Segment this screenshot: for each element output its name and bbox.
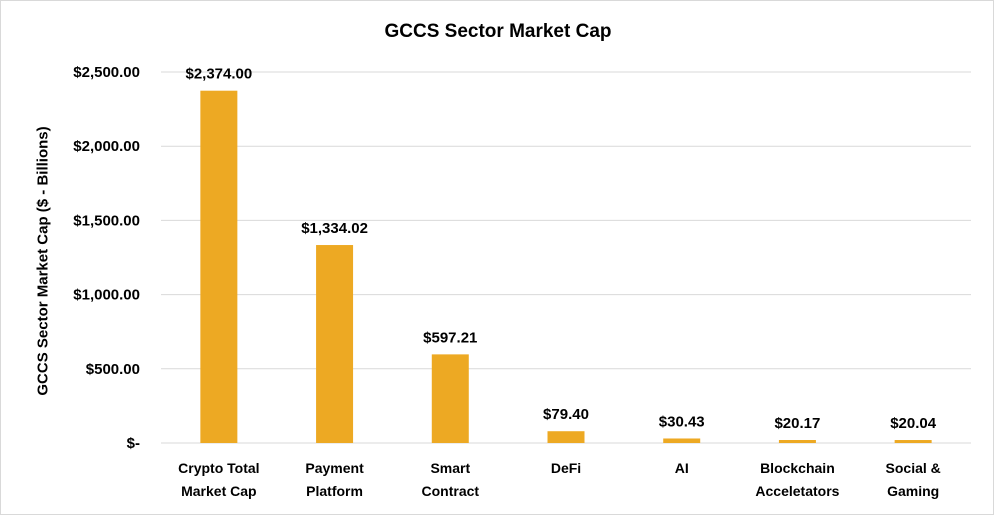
bar xyxy=(663,438,701,443)
data-label: $30.43 xyxy=(659,413,705,430)
bar xyxy=(547,431,585,443)
y-tick-label: $2,000.00 xyxy=(73,138,140,155)
bar xyxy=(200,90,238,444)
y-tick-label: $- xyxy=(127,435,140,452)
y-tick-label: $1,000.00 xyxy=(73,287,140,304)
data-label: $1,334.02 xyxy=(301,220,368,237)
x-tick-label: Smart Contract xyxy=(422,460,480,499)
y-tick-label: $1,500.00 xyxy=(73,212,140,229)
data-label: $79.40 xyxy=(543,406,589,423)
bar xyxy=(894,440,932,443)
y-tick-label: $2,500.00 xyxy=(73,64,140,81)
x-tick-label: Social & Gaming xyxy=(886,460,941,499)
x-tick-label: DeFi xyxy=(551,460,581,476)
chart-title: GCCS Sector Market Cap xyxy=(384,21,612,42)
x-tick-label: AI xyxy=(675,460,689,476)
bar xyxy=(778,440,816,443)
y-tick-label: $500.00 xyxy=(86,361,140,378)
bar xyxy=(431,354,469,443)
x-tick-label: Blockchain Acceletators xyxy=(755,460,839,499)
data-label: $20.17 xyxy=(774,415,820,432)
x-tick-label: Crypto Total Market Cap xyxy=(178,460,259,499)
x-tick-label: Payment Platform xyxy=(305,460,364,499)
data-label: $2,374.00 xyxy=(185,66,252,83)
data-label: $597.21 xyxy=(423,329,477,346)
bar xyxy=(316,245,354,443)
data-label: $20.04 xyxy=(890,415,937,432)
